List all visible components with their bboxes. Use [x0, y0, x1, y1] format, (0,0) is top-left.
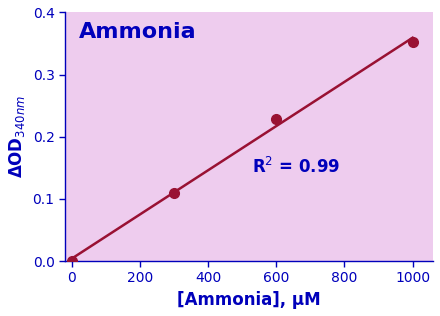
Text: R$^2$ = 0.99: R$^2$ = 0.99 [253, 157, 341, 177]
X-axis label: [Ammonia], μM: [Ammonia], μM [177, 291, 321, 309]
Y-axis label: ΔOD$_{340nm}$: ΔOD$_{340nm}$ [7, 95, 27, 178]
Text: Ammonia: Ammonia [79, 22, 196, 42]
